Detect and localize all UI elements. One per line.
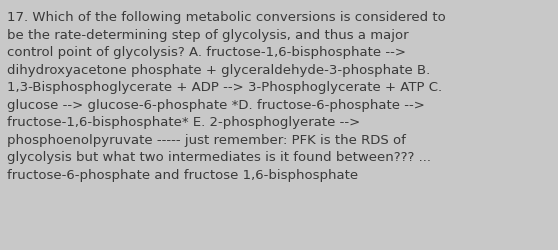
Text: 17. Which of the following metabolic conversions is considered to
be the rate-de: 17. Which of the following metabolic con… xyxy=(7,11,445,181)
